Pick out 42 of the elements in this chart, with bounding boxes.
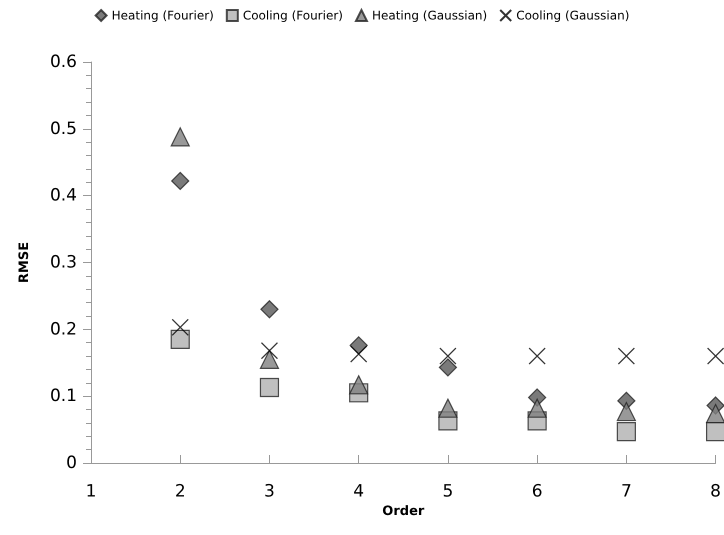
x-tick-label: 5 (442, 482, 454, 502)
point (260, 342, 278, 360)
point (260, 378, 280, 398)
legend-label: Cooling (Fourier) (242, 8, 343, 22)
point (616, 402, 636, 422)
point (260, 350, 280, 370)
point (439, 347, 457, 365)
point (170, 330, 190, 349)
point (171, 172, 190, 190)
point (706, 422, 724, 442)
y-tick-label: 0.6 (50, 52, 77, 72)
x-tick-label: 1 (86, 482, 96, 502)
point (350, 345, 368, 363)
y-axis-title: RMSE (17, 242, 32, 284)
point (438, 358, 458, 377)
legend-label: Cooling (Gaussian) (516, 8, 630, 22)
point (616, 422, 636, 442)
point (706, 404, 724, 424)
y-tick-label: 0.3 (50, 252, 77, 272)
x-tick-label: 4 (353, 482, 364, 502)
point (172, 318, 189, 336)
point (438, 398, 458, 418)
x-axis-title: Order (382, 504, 425, 519)
y-tick-label: 0.5 (50, 118, 77, 139)
legend-label: Heating (Gaussian) (372, 8, 488, 22)
y-tick-label: 0.1 (50, 386, 77, 406)
point (706, 347, 724, 365)
point (349, 375, 368, 394)
point (170, 127, 190, 146)
point (618, 347, 636, 365)
point (528, 398, 547, 418)
y-tick-label: 0.4 (50, 186, 77, 206)
x-tick-label: 6 (532, 482, 543, 502)
point (260, 300, 279, 318)
legend-label: Heating (Fourier) (112, 8, 214, 22)
x-tick-label: 8 (710, 482, 722, 502)
y-tick-label: 0 (66, 453, 77, 473)
y-tick-label: 0.2 (50, 319, 77, 340)
point (528, 347, 546, 365)
x-tick-label: 3 (264, 482, 275, 502)
x-tick-label: 7 (620, 482, 632, 502)
x-tick-label: 2 (174, 482, 186, 502)
